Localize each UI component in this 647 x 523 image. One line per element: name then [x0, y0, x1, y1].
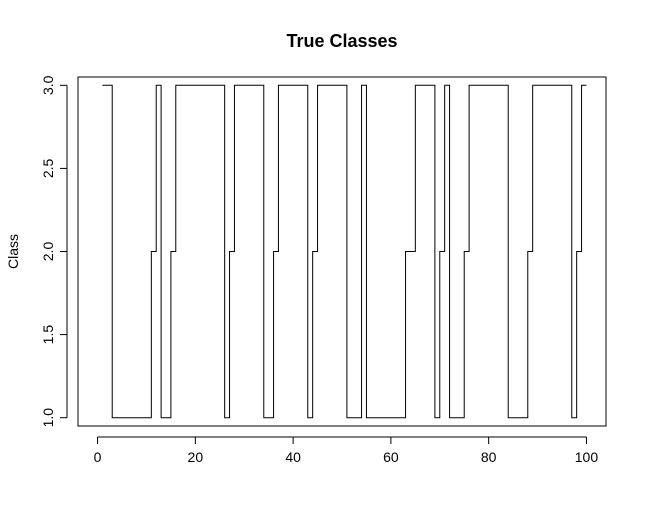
- y-tick-label: 1.5: [40, 325, 56, 345]
- x-tick-label: 0: [94, 449, 102, 465]
- chart-title: True Classes: [286, 31, 397, 51]
- y-axis: 1.0 1.5 2.0 2.5 3.0: [40, 75, 68, 428]
- series-line: [102, 84, 587, 419]
- y-tick-label: 3.0: [40, 75, 56, 95]
- x-tick-label: 60: [383, 449, 399, 465]
- x-axis: 0 20 40 60 80 100: [94, 436, 599, 465]
- y-tick-label: 2.5: [40, 158, 56, 178]
- x-tick-label: 40: [285, 449, 301, 465]
- x-tick-label: 80: [481, 449, 497, 465]
- plot-box: [77, 76, 607, 427]
- x-tick-label: 20: [188, 449, 204, 465]
- y-tick-label: 1.0: [40, 408, 56, 428]
- x-tick-label: 100: [575, 449, 599, 465]
- y-tick-label: 2.0: [40, 242, 56, 262]
- plot-area: [77, 76, 607, 427]
- y-axis-label: Class: [5, 234, 21, 269]
